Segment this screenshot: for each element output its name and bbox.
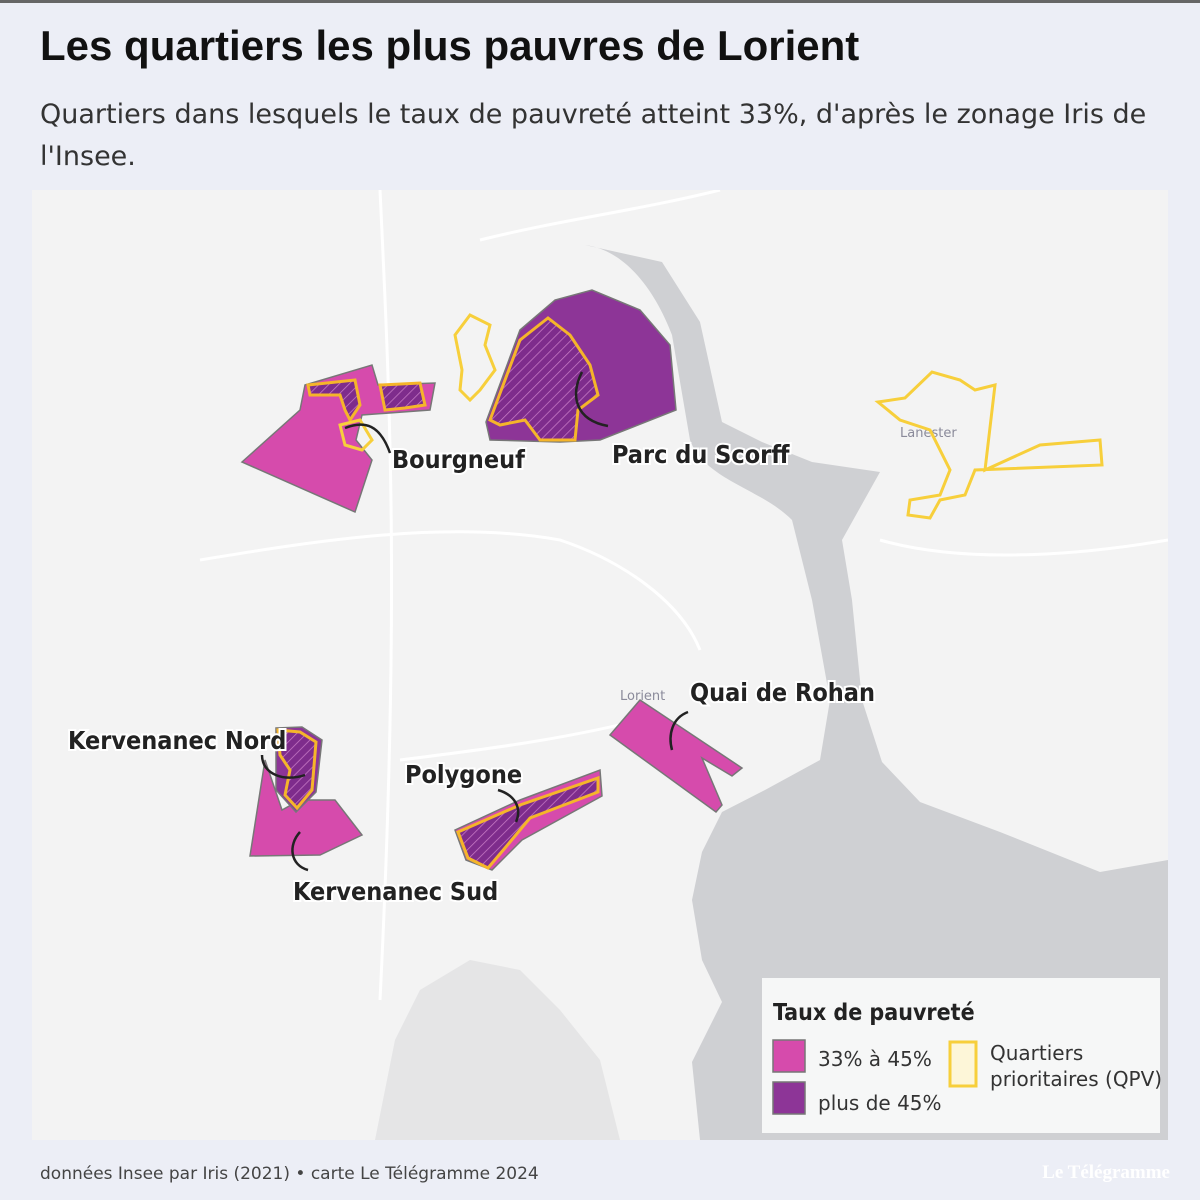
legend-label: Quartiers prioritaires (QPV) bbox=[990, 1041, 1162, 1091]
leader-line bbox=[669, 710, 689, 751]
leader-line bbox=[497, 788, 520, 823]
area-label: Bourgneuf bbox=[392, 445, 525, 474]
legend-label-line: prioritaires (QPV) bbox=[990, 1067, 1162, 1091]
basemap bbox=[32, 190, 1168, 1140]
title: Les quartiers les plus pauvres de Lorien… bbox=[40, 22, 860, 69]
qpv-area bbox=[874, 370, 1104, 520]
qpv-zone bbox=[378, 381, 427, 412]
area-label: Polygone bbox=[405, 760, 522, 789]
qpv-area bbox=[338, 418, 374, 452]
leader-line bbox=[260, 754, 306, 779]
top-bar bbox=[0, 0, 1200, 3]
qpv-area bbox=[453, 313, 497, 403]
legend-label: plus de 45% bbox=[818, 1091, 942, 1115]
legend-title: Taux de pauvreté bbox=[773, 1000, 975, 1026]
source: données Insee par Iris (2021) • carte Le… bbox=[40, 1164, 539, 1184]
qpv-zone bbox=[276, 728, 318, 811]
subtitle: Quartiers dans lesquels le taux de pauvr… bbox=[40, 99, 1147, 172]
area-label: Quai de Rohan bbox=[690, 678, 875, 707]
leader-line bbox=[344, 423, 392, 454]
brand: Le Télégramme bbox=[1042, 1162, 1170, 1183]
zone-33-45 bbox=[249, 759, 364, 857]
area-label: Kervenanec Nord bbox=[68, 726, 286, 755]
leader-line bbox=[291, 831, 309, 872]
legend-swatch bbox=[772, 1081, 806, 1115]
leader-line bbox=[574, 371, 609, 428]
legend-swatch bbox=[772, 1039, 806, 1073]
place-label: Lorient bbox=[620, 689, 665, 704]
area-label: Parc du Scorff bbox=[612, 440, 790, 469]
qpv-zone bbox=[488, 316, 600, 442]
qpv-zone bbox=[306, 378, 362, 423]
qpv-zone bbox=[456, 775, 600, 870]
legend-swatch bbox=[948, 1040, 978, 1088]
place-label: Lanester bbox=[900, 426, 957, 441]
area-label: Kervenanec Sud bbox=[293, 877, 498, 906]
legend-label: 33% à 45% bbox=[818, 1047, 932, 1071]
zone-33-45 bbox=[608, 699, 744, 814]
legend-label-line: Quartiers bbox=[990, 1041, 1083, 1065]
legend: Taux de pauvreté 33% à 45% plus de 45% Q… bbox=[762, 978, 1162, 1133]
